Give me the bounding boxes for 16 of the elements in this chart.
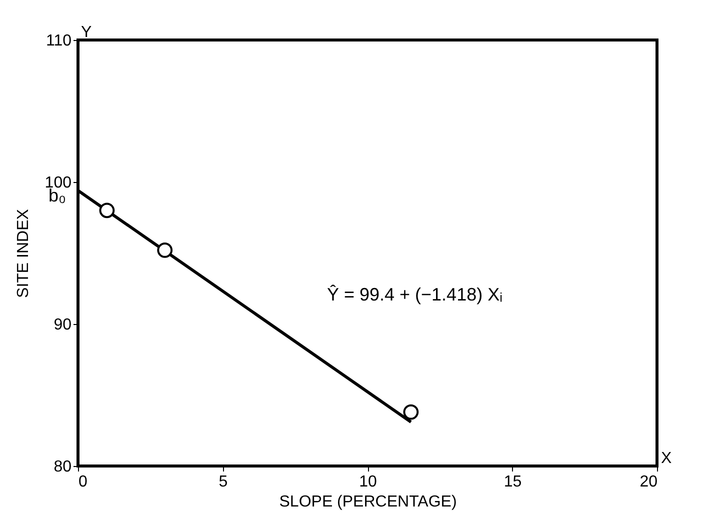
x-tick-label: 20 [640,474,658,490]
annotation: Y [81,24,92,41]
y-tick-label: 80 [54,458,72,476]
point [99,202,115,218]
point [403,404,419,420]
y-tick-label: 90 [54,316,72,334]
y-tick-label: 110 [46,32,72,50]
y-axis-title: SITE INDEX [14,208,32,298]
text: X [661,450,672,467]
x-tick-label: 10 [359,474,377,490]
point [157,242,173,258]
annotation: Ŷ = 99.4 + (−1.418) Xᵢ [326,284,502,305]
x-tick-label: 0 [78,474,88,490]
x-tick-label: 5 [218,474,228,490]
x-axis-title: SLOPE (PERCENTAGE) [279,494,457,510]
x-tick-label: 15 [504,474,522,490]
